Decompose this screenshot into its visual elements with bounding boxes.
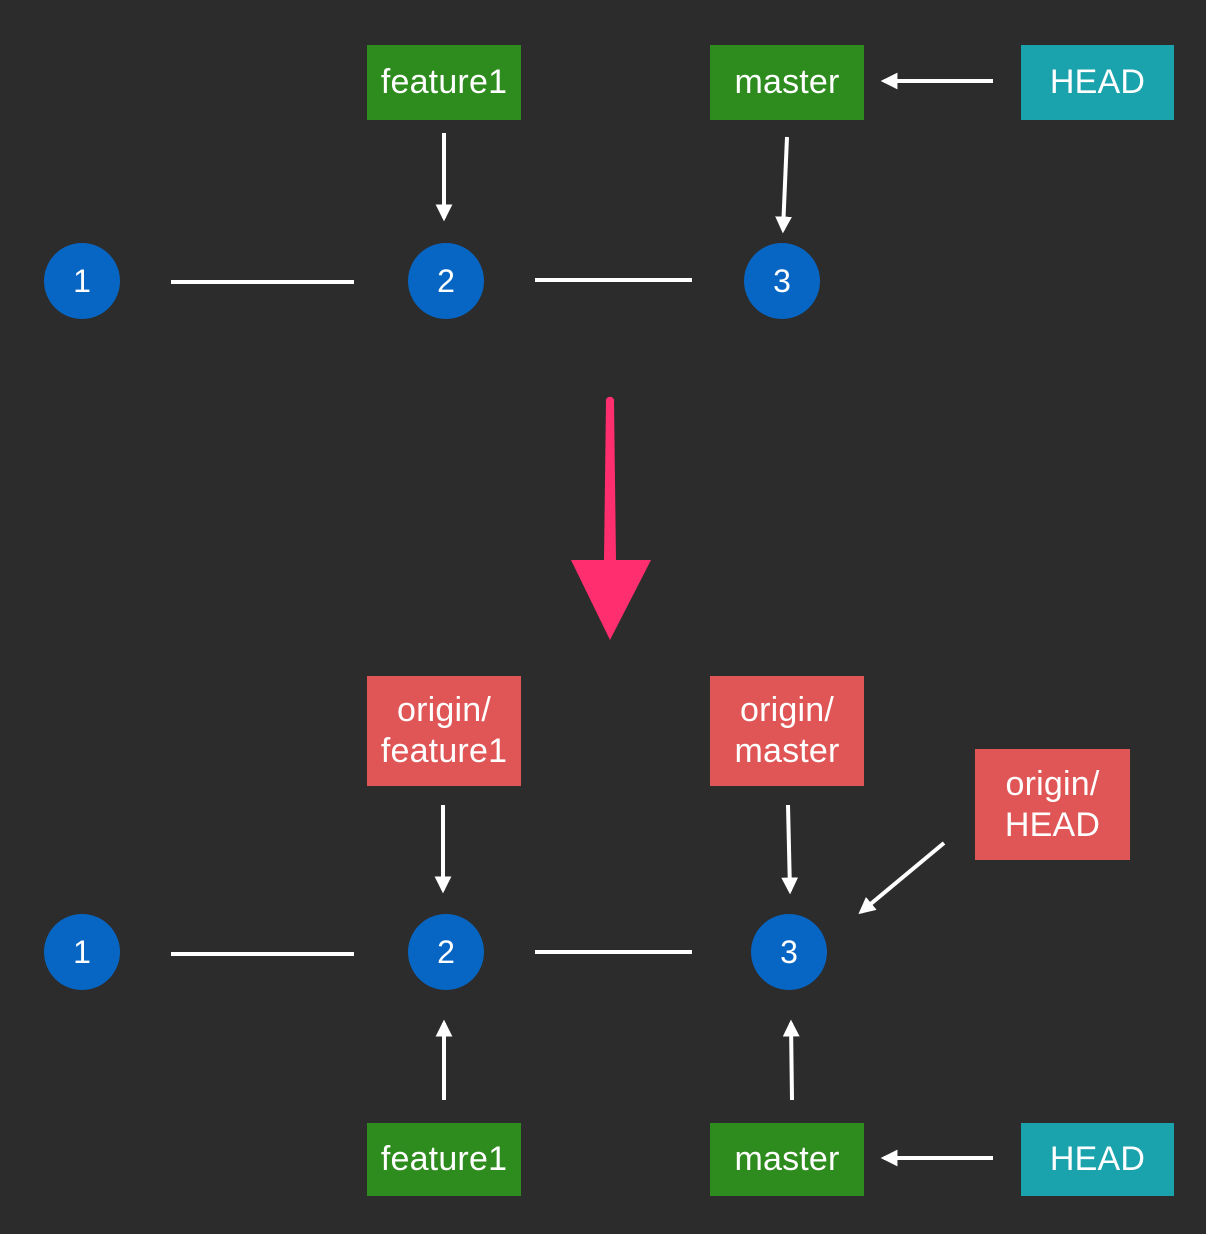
arrow-origin-master-to-commit-3 xyxy=(781,804,799,895)
branch-feature1-top-label: feature1 xyxy=(380,63,508,101)
commit-1-bottom: 1 xyxy=(44,914,120,990)
head-top-label: HEAD xyxy=(1049,63,1146,101)
remote-branch-origin-feature1-line2: feature1 xyxy=(380,732,508,770)
commit-2-top: 2 xyxy=(408,243,484,319)
head-bottom: HEAD xyxy=(1021,1123,1174,1196)
remote-head-origin-head-line1: origin/ xyxy=(1005,764,1100,803)
branch-feature1-top: feature1 xyxy=(367,45,521,120)
branch-master-bottom-label: master xyxy=(734,1140,840,1178)
remote-head-origin-head: origin/ HEAD xyxy=(975,749,1130,860)
head-bottom-label: HEAD xyxy=(1049,1140,1146,1178)
commit-3-top-label: 3 xyxy=(773,262,791,299)
remote-branch-origin-master-line1: origin/ xyxy=(739,691,834,729)
commit-1-top-label: 1 xyxy=(73,262,91,299)
arrow-master-to-commit-3-bottom xyxy=(782,1019,800,1101)
remote-head-origin-head-line2: HEAD xyxy=(1004,805,1101,844)
branch-master-bottom: master xyxy=(710,1123,864,1196)
remote-branch-origin-feature1: origin/ feature1 xyxy=(367,676,521,786)
remote-branch-origin-master-line2: master xyxy=(734,732,840,770)
head-top: HEAD xyxy=(1021,45,1174,120)
commit-3-bottom: 3 xyxy=(751,914,827,990)
commit-3-bottom-label: 3 xyxy=(780,933,798,970)
branch-master-top: master xyxy=(710,45,864,120)
commit-2-bottom: 2 xyxy=(408,914,484,990)
commit-2-top-label: 2 xyxy=(437,262,455,299)
commit-1-bottom-label: 1 xyxy=(73,933,91,970)
branch-feature1-bottom-label: feature1 xyxy=(380,1140,508,1178)
remote-branch-origin-feature1-line1: origin/ xyxy=(396,691,491,729)
branch-master-top-label: master xyxy=(734,63,840,101)
commit-2-bottom-label: 2 xyxy=(437,933,455,970)
commit-1-top: 1 xyxy=(44,243,120,319)
remote-branch-origin-master: origin/ master xyxy=(710,676,864,786)
transition-arrow xyxy=(571,396,651,640)
arrow-master-to-commit-3-top xyxy=(775,136,792,234)
commit-3-top: 3 xyxy=(744,243,820,319)
branch-feature1-bottom: feature1 xyxy=(367,1123,521,1196)
arrow-origin-head-to-commit-3 xyxy=(858,841,946,915)
